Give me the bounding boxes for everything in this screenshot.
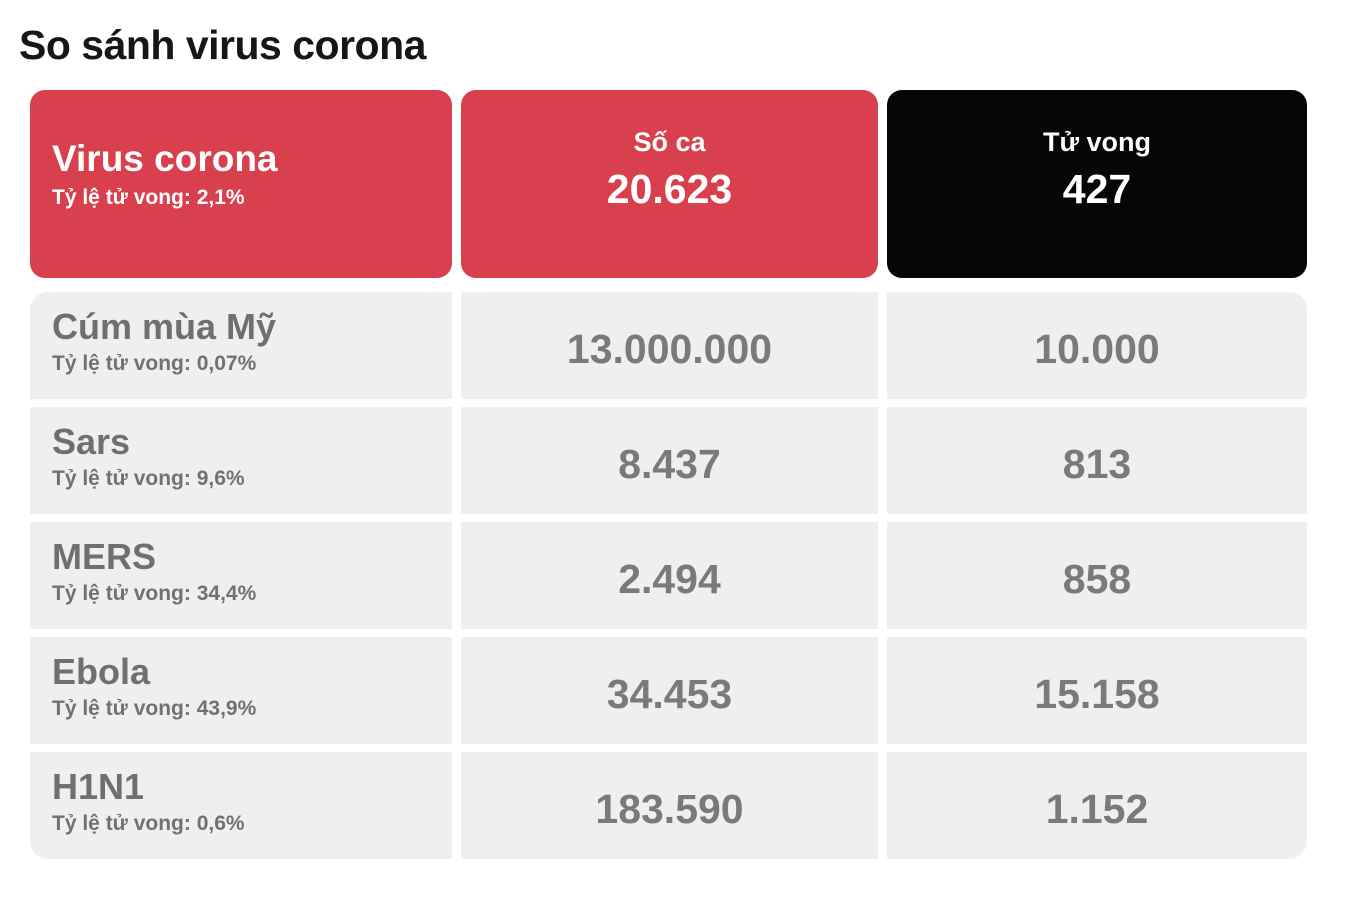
death-rate: Tỷ lệ tử vong: 0,6% xyxy=(52,811,245,835)
cases-column-label: Số ca xyxy=(633,127,706,157)
table-row-cases: 183.590 xyxy=(461,752,878,859)
table-row-deaths: 10.000 xyxy=(887,292,1307,399)
cases-header-value: 20.623 xyxy=(606,166,733,212)
comparison-table-body: Cúm mùa Mỹ Tỷ lệ tử vong: 0,07% 13.000.0… xyxy=(30,292,1307,859)
table-header-row: Virus corona Tỷ lệ tử vong: 2,1% Số ca 2… xyxy=(30,90,1307,278)
table-row-deaths: 858 xyxy=(887,522,1307,629)
table-row-name: MERS Tỷ lệ tử vong: 34,4% xyxy=(30,522,452,629)
table-row-deaths: 1.152 xyxy=(887,752,1307,859)
cases-value: 8.437 xyxy=(618,441,721,487)
table-row-name: Cúm mùa Mỹ Tỷ lệ tử vong: 0,07% xyxy=(30,292,452,399)
deaths-value: 1.152 xyxy=(1045,786,1149,832)
table-row-cases: 34.453 xyxy=(461,637,878,744)
table-row-cases: 2.494 xyxy=(461,522,878,629)
death-rate: Tỷ lệ tử vong: 9,6% xyxy=(52,466,245,490)
death-rate: Tỷ lệ tử vong: 43,9% xyxy=(52,696,257,720)
deaths-header-value: 427 xyxy=(1062,166,1132,212)
death-rate: Tỷ lệ tử vong: 34,4% xyxy=(52,581,257,605)
header-cases-cell: Số ca 20.623 xyxy=(461,90,878,278)
virus-name: MERS xyxy=(52,536,157,578)
table-row-name: Ebola Tỷ lệ tử vong: 43,9% xyxy=(30,637,452,744)
deaths-value: 10.000 xyxy=(1034,326,1160,372)
header-virus-death-rate: Tỷ lệ tử vong: 2,1% xyxy=(52,186,245,210)
page-title: So sánh virus corona xyxy=(19,22,426,68)
table-row-deaths: 15.158 xyxy=(887,637,1307,744)
virus-name: Ebola xyxy=(52,651,151,693)
cases-value: 34.453 xyxy=(606,671,733,717)
table-row-deaths: 813 xyxy=(887,407,1307,514)
table-row-cases: 8.437 xyxy=(461,407,878,514)
deaths-value: 813 xyxy=(1062,441,1132,487)
virus-name: H1N1 xyxy=(52,766,145,808)
deaths-column-label: Tử vong xyxy=(1042,127,1152,157)
table-row-name: Sars Tỷ lệ tử vong: 9,6% xyxy=(30,407,452,514)
cases-value: 183.590 xyxy=(595,786,744,832)
header-virus-name: Virus corona xyxy=(52,137,278,179)
cases-value: 2.494 xyxy=(618,556,721,602)
header-deaths-cell: Tử vong 427 xyxy=(887,90,1307,278)
virus-name: Sars xyxy=(52,421,131,463)
cases-value: 13.000.000 xyxy=(566,326,773,372)
header-virus-cell: Virus corona Tỷ lệ tử vong: 2,1% xyxy=(30,90,452,278)
virus-name: Cúm mùa Mỹ xyxy=(52,306,277,348)
death-rate: Tỷ lệ tử vong: 0,07% xyxy=(52,351,257,375)
table-row-name: H1N1 Tỷ lệ tử vong: 0,6% xyxy=(30,752,452,859)
deaths-value: 15.158 xyxy=(1034,671,1160,717)
table-row-cases: 13.000.000 xyxy=(461,292,878,399)
deaths-value: 858 xyxy=(1062,556,1132,602)
